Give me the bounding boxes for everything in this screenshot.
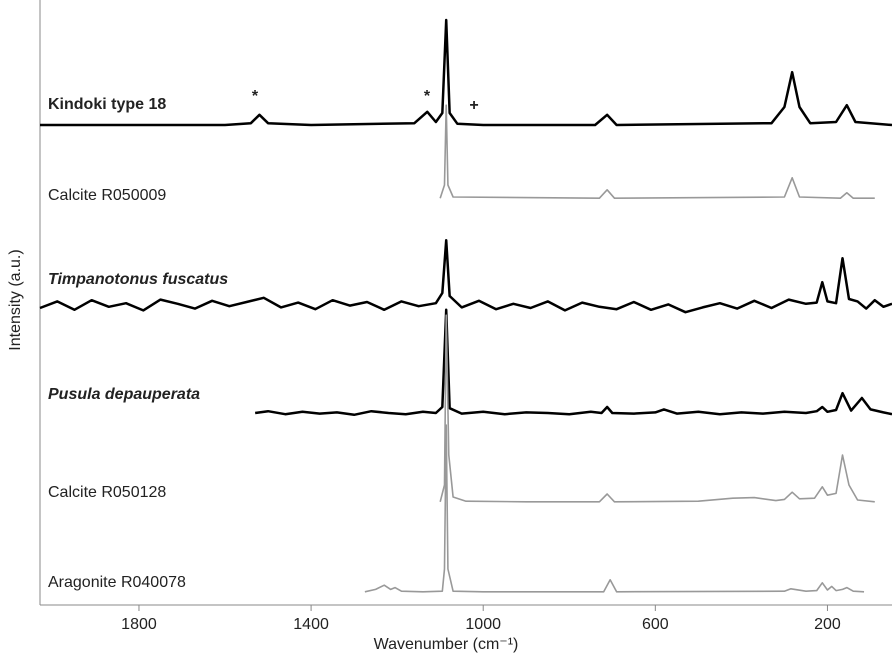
x-tick-label: 600 (642, 616, 669, 633)
spectrum (39, 238, 892, 314)
annotation: + (469, 97, 478, 114)
annotation: * (424, 88, 431, 105)
x-tick-label: 200 (814, 616, 841, 633)
spectrum (254, 308, 892, 417)
x-tick-label: 1400 (293, 616, 329, 633)
series-label: Kindoki type 18 (48, 96, 166, 113)
series-label: Timpanotonus fuscatus (48, 271, 228, 288)
x-tick-label: 1800 (121, 616, 157, 633)
series-label: Calcite R050009 (48, 187, 166, 204)
x-tick-label: 1000 (465, 616, 501, 633)
spectrum (40, 18, 892, 127)
y-axis-label: Intensity (a.u.) (7, 249, 24, 350)
series-label: Aragonite R040078 (48, 574, 186, 591)
spectrum (439, 314, 875, 503)
series-label: Calcite R050128 (48, 484, 166, 501)
annotation: * (252, 88, 259, 105)
series-label: Pusula depauperata (48, 386, 200, 403)
x-axis-label: Wavenumber (cm⁻¹) (374, 636, 519, 653)
spectrum (364, 424, 865, 593)
spectrum (439, 104, 875, 199)
